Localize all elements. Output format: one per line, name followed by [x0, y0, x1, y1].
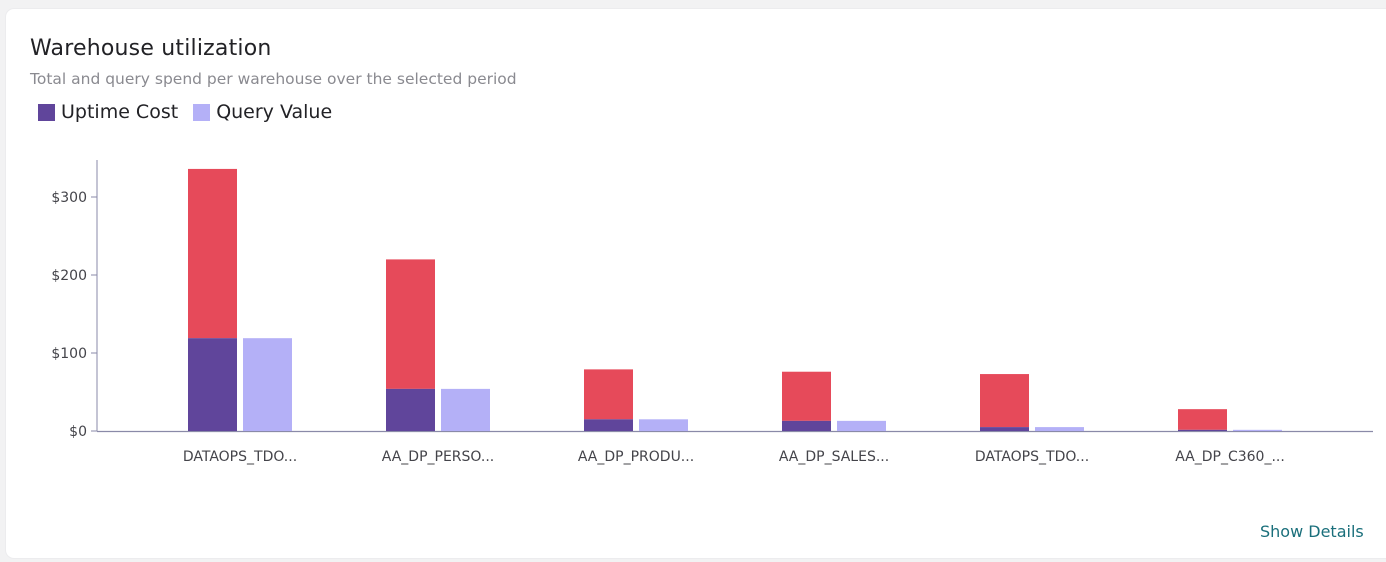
legend-item-uptime-cost[interactable]: Uptime Cost	[38, 101, 178, 123]
legend-swatch-uptime-cost	[38, 103, 55, 121]
bar-uptime-remainder[interactable]	[782, 371, 831, 421]
x-category-label: DATAOPS_TDO...	[975, 449, 1089, 465]
chart-title: Warehouse utilization	[30, 36, 272, 61]
bar-query-value[interactable]	[639, 419, 688, 431]
legend-swatch-query-value	[193, 103, 211, 121]
bar-query-value[interactable]	[1233, 429, 1282, 431]
chart-legend: Uptime Cost Query Value	[38, 101, 347, 123]
y-tick-label: $100	[51, 346, 87, 362]
show-details-link[interactable]: Show Details	[1260, 522, 1364, 541]
y-tick-label: $300	[51, 190, 87, 206]
y-tick-label: $0	[69, 424, 87, 440]
x-category-label: DATAOPS_TDO...	[183, 449, 297, 465]
bar-uptime-cost[interactable]	[782, 420, 831, 431]
x-category-label: AA_DP_C360_...	[1175, 449, 1285, 465]
x-category-label: AA_DP_PRODU...	[578, 449, 694, 465]
bar-query-value[interactable]	[243, 338, 292, 431]
bar-uptime-cost[interactable]	[1178, 429, 1227, 431]
bar-query-value[interactable]	[441, 388, 490, 431]
bar-uptime-remainder[interactable]	[980, 374, 1029, 428]
legend-item-query-value[interactable]: Query Value	[193, 101, 332, 123]
x-category-label: AA_DP_SALES...	[779, 449, 889, 465]
bar-uptime-remainder[interactable]	[584, 369, 633, 420]
bar-query-value[interactable]	[837, 420, 886, 431]
bar-uptime-cost[interactable]	[584, 419, 633, 431]
legend-label-query-value: Query Value	[216, 101, 333, 123]
x-category-label: AA_DP_PERSO...	[382, 449, 494, 465]
bar-uptime-remainder[interactable]	[188, 168, 237, 339]
bar-uptime-cost[interactable]	[188, 338, 237, 431]
legend-label-uptime-cost: Uptime Cost	[61, 101, 179, 123]
bar-uptime-remainder[interactable]	[386, 259, 435, 389]
y-tick-label: $200	[51, 268, 87, 284]
bar-query-value[interactable]	[1035, 427, 1084, 431]
bar-uptime-remainder[interactable]	[1178, 409, 1227, 430]
bar-uptime-cost[interactable]	[980, 427, 1029, 431]
chart-subtitle: Total and query spend per warehouse over…	[30, 70, 517, 88]
bar-uptime-cost[interactable]	[386, 388, 435, 431]
